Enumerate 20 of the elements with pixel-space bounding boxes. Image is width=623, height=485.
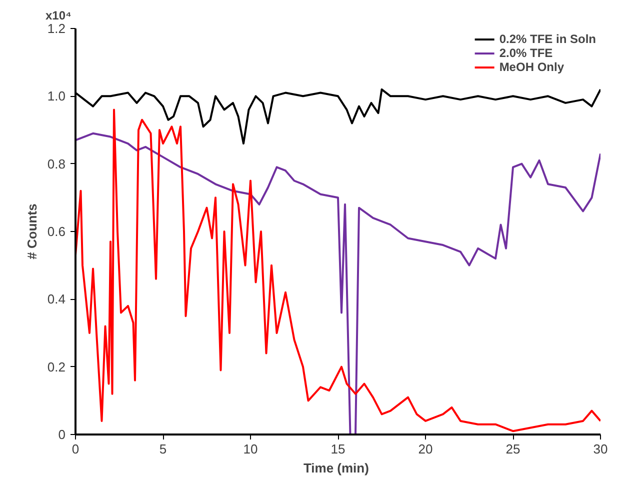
y-tick-label: 0 — [58, 427, 66, 442]
y-tick-label: 0.2 — [47, 359, 66, 374]
text: x10⁴ — [46, 8, 72, 22]
x-tick-label: 0 — [72, 442, 80, 456]
x-tick-label: 5 — [159, 442, 167, 456]
y-axis-title: # Counts — [24, 204, 40, 260]
legend-label: 2.0% TFE — [499, 46, 553, 60]
legend-label: MeOH Only — [499, 60, 564, 74]
y-tick-label: 1.0 — [47, 88, 66, 104]
x-tick-label: 15 — [330, 442, 346, 456]
y-tick-label: 0.4 — [47, 292, 66, 307]
x-axis-title: Time (min) — [303, 460, 369, 476]
x-tick-label: 20 — [418, 442, 433, 456]
y-tick-label: 1.2 — [47, 21, 66, 36]
y-tick-label: 0.8 — [47, 156, 66, 172]
y-tick-label: 0.6 — [47, 224, 66, 239]
x-tick-label: 30 — [593, 442, 608, 456]
legend-label: 0.2% TFE in Soln — [499, 32, 596, 46]
x-tick-label: 25 — [506, 442, 520, 456]
x-tick-label: 10 — [243, 442, 258, 456]
